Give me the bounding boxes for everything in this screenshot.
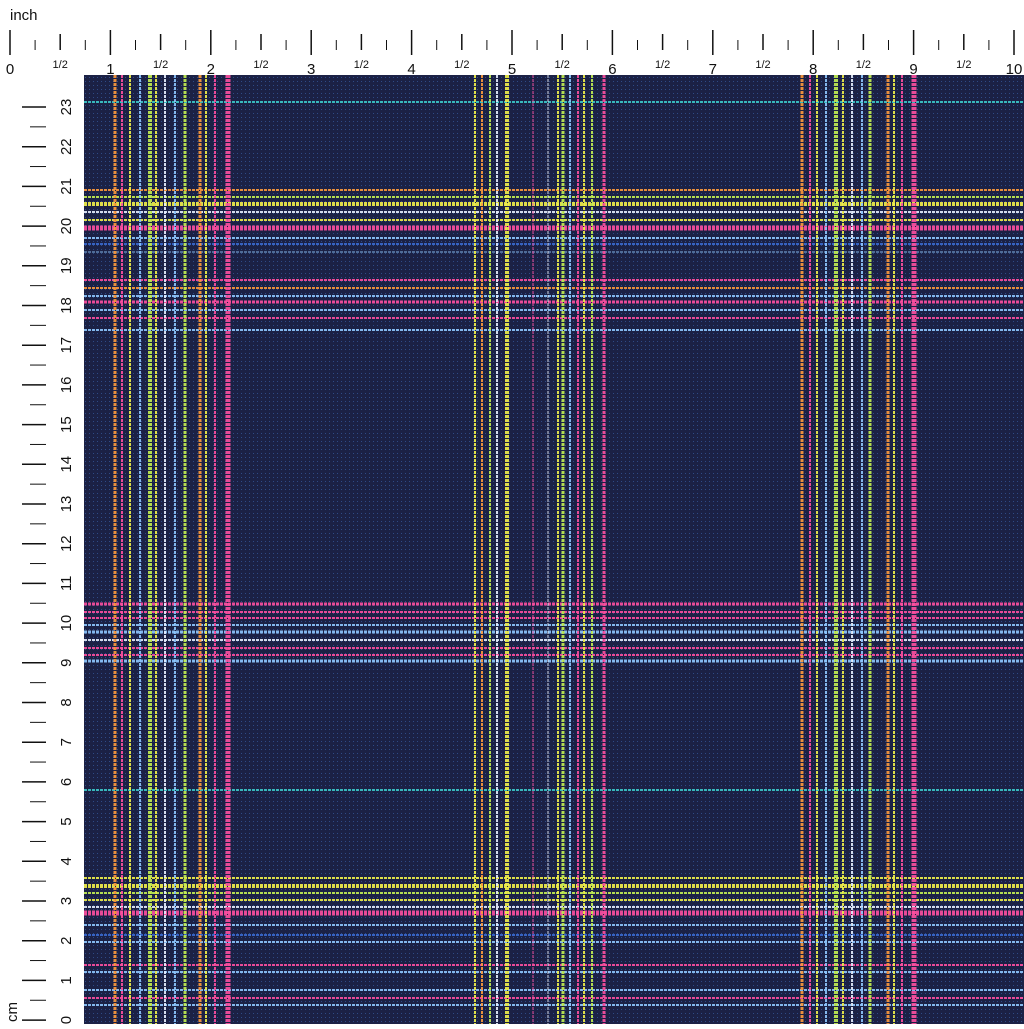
side-unit: cm	[4, 1002, 21, 1022]
top-ruler-label: 2	[207, 61, 215, 78]
side-ruler-label: 22	[58, 138, 75, 155]
top-ruler-label: 1/2	[53, 59, 68, 71]
top-ruler-label: 1/2	[253, 59, 268, 71]
side-ruler-label: 6	[58, 778, 75, 786]
top-ruler-label: 1/2	[153, 59, 168, 71]
side-ruler-label: 18	[58, 297, 75, 314]
top-ruler-label: 1/2	[956, 59, 971, 71]
top-ruler-label: 0	[6, 61, 14, 78]
side-ruler-label: 13	[58, 496, 75, 513]
side-ruler-label: 14	[58, 456, 75, 473]
side-ruler-label: 9	[58, 659, 75, 667]
side-ruler-label: 3	[58, 897, 75, 905]
top-ruler-label: 1/2	[354, 59, 369, 71]
top-ruler-label: 4	[407, 61, 415, 78]
side-ruler-label: 4	[58, 857, 75, 865]
plaid-stripes	[84, 75, 1024, 1024]
top-ruler-label: 9	[909, 61, 917, 78]
top-ruler-label: 3	[307, 61, 315, 78]
side-ruler-label: 10	[58, 615, 75, 632]
side-ruler-label: 23	[58, 99, 75, 116]
top-unit: inch	[10, 7, 38, 24]
side-ruler-label: 19	[58, 257, 75, 274]
top-ruler-label: 1/2	[555, 59, 570, 71]
side-ruler-label: 5	[58, 817, 75, 825]
top-ruler-label: 10	[1006, 61, 1023, 78]
side-ruler-label: 1	[58, 976, 75, 984]
top-ruler-label: 1/2	[454, 59, 469, 71]
side-ruler-label: 0	[58, 1016, 75, 1024]
fabric-swatch	[84, 75, 1024, 1024]
side-ruler-label: 7	[58, 738, 75, 746]
rulers: 0 1/2 1 1/2 2 1/2 3 1/2 4 1/2 5 1/2 6 1/2 7 1/2 8 1/2 9 1/2…	[6, 30, 1023, 1024]
top-ruler-label: 1/2	[655, 59, 670, 71]
side-ruler-label: 2	[58, 937, 75, 945]
top-ruler-label: 1/2	[856, 59, 871, 71]
top-ruler-label: 5	[508, 61, 516, 78]
side-ruler-label: 17	[58, 337, 75, 354]
side-ruler-label: 12	[58, 535, 75, 552]
side-ruler-label: 8	[58, 698, 75, 706]
top-ruler-label: 8	[809, 61, 817, 78]
side-ruler-label: 20	[58, 218, 75, 235]
side-ruler-label: 11	[58, 576, 75, 592]
top-ruler-label: 1/2	[755, 59, 770, 71]
top-ruler-label: 1	[106, 61, 114, 78]
top-ruler-label: 6	[608, 61, 616, 78]
top-ruler-label: 7	[709, 61, 717, 78]
side-ruler-label: 15	[58, 416, 75, 433]
side-ruler-label: 21	[58, 178, 75, 195]
side-ruler-label: 16	[58, 377, 75, 394]
